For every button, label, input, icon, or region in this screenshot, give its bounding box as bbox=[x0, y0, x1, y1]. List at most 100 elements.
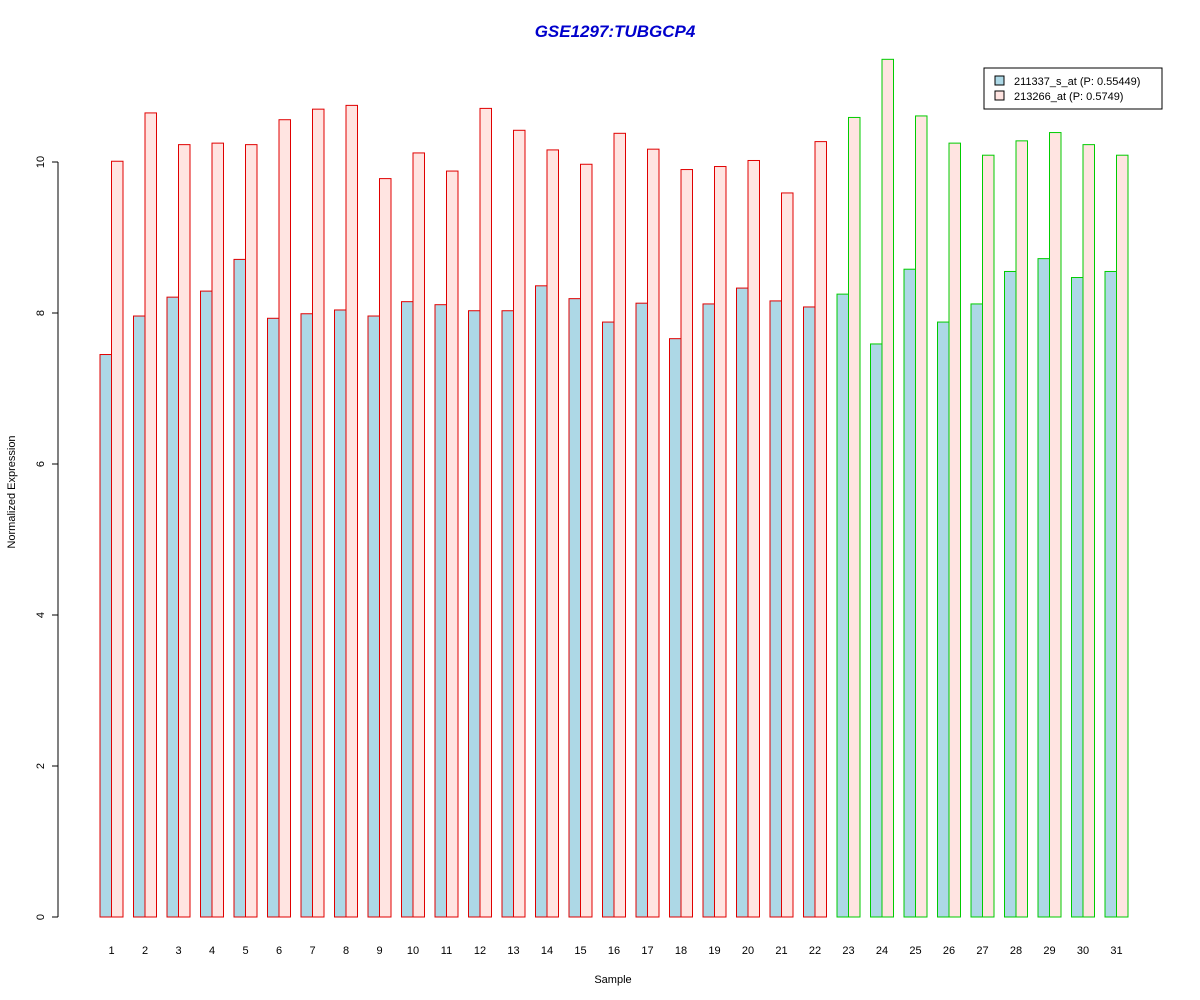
bar-sample-3-series-2 bbox=[178, 144, 191, 918]
bar-sample-1-series-2 bbox=[111, 160, 124, 918]
x-tick-label: 10 bbox=[407, 945, 419, 957]
x-tick-label: 21 bbox=[775, 945, 787, 957]
x-tick-label: 31 bbox=[1110, 945, 1122, 957]
bar-sample-13-series-1 bbox=[501, 310, 514, 918]
x-tick-label: 28 bbox=[1010, 945, 1022, 957]
x-tick-label: 16 bbox=[608, 945, 620, 957]
x-tick-label: 27 bbox=[976, 945, 988, 957]
bar-sample-21-series-1 bbox=[769, 300, 782, 918]
x-tick-label: 2 bbox=[142, 945, 148, 957]
legend-label-series-1: 211337_s_at (P: 0.55449) bbox=[1014, 76, 1140, 88]
bar-sample-4-series-1 bbox=[200, 290, 213, 918]
x-tick-label: 8 bbox=[343, 945, 349, 957]
bar-sample-11-series-2 bbox=[446, 170, 459, 918]
bar-sample-25-series-1 bbox=[903, 268, 916, 918]
x-tick-label: 11 bbox=[441, 945, 452, 957]
x-tick-label: 25 bbox=[909, 945, 921, 957]
bar-sample-2-series-2 bbox=[144, 112, 157, 918]
bar-sample-28-series-2 bbox=[1015, 140, 1028, 918]
x-tick-label: 23 bbox=[842, 945, 854, 957]
bar-sample-22-series-1 bbox=[803, 306, 816, 918]
bar-sample-31-series-1 bbox=[1104, 270, 1117, 918]
x-tick-label: 12 bbox=[474, 945, 486, 957]
legend-swatch-series-2 bbox=[994, 90, 1005, 101]
bar-sample-15-series-2 bbox=[580, 163, 593, 918]
bar-sample-6-series-2 bbox=[278, 119, 291, 918]
bar-sample-16-series-2 bbox=[613, 132, 626, 918]
bar-sample-24-series-2 bbox=[881, 58, 894, 918]
bar-sample-30-series-2 bbox=[1082, 144, 1095, 918]
bar-sample-14-series-2 bbox=[546, 149, 559, 918]
bar-sample-11-series-1 bbox=[434, 304, 447, 918]
y-tick-label: 10 bbox=[35, 156, 47, 168]
x-tick-label: 18 bbox=[675, 945, 687, 957]
x-tick-label: 17 bbox=[641, 945, 653, 957]
bar-sample-8-series-2 bbox=[345, 104, 358, 918]
bar-sample-2-series-1 bbox=[133, 315, 146, 918]
x-tick-label: 29 bbox=[1043, 945, 1055, 957]
bar-sample-6-series-1 bbox=[267, 317, 280, 918]
legend-label-series-2: 213266_at (P: 0.5749) bbox=[1014, 91, 1123, 103]
y-tick-label: 0 bbox=[35, 914, 47, 920]
bar-sample-7-series-2 bbox=[312, 108, 325, 918]
bar-sample-27-series-1 bbox=[970, 303, 983, 918]
bar-sample-25-series-2 bbox=[915, 115, 928, 918]
x-tick-label: 14 bbox=[541, 945, 553, 957]
bar-sample-28-series-1 bbox=[1004, 270, 1017, 918]
bar-sample-29-series-1 bbox=[1037, 258, 1050, 918]
bar-sample-26-series-2 bbox=[948, 142, 961, 918]
bar-sample-14-series-1 bbox=[535, 285, 548, 918]
y-axis: 0 2 4 6 8 10 bbox=[35, 156, 59, 920]
bar-sample-7-series-1 bbox=[300, 313, 313, 918]
bar-sample-24-series-1 bbox=[870, 343, 883, 918]
bar-sample-16-series-1 bbox=[602, 321, 615, 918]
bar-sample-29-series-2 bbox=[1049, 132, 1062, 918]
bar-sample-23-series-1 bbox=[836, 293, 849, 918]
bar-sample-4-series-2 bbox=[211, 142, 224, 918]
bar-sample-30-series-1 bbox=[1071, 277, 1084, 918]
bar-sample-17-series-2 bbox=[647, 148, 660, 918]
y-tick-label: 6 bbox=[35, 461, 47, 467]
y-tick-label: 2 bbox=[35, 763, 47, 769]
bar-sample-22-series-2 bbox=[814, 141, 827, 918]
x-tick-label: 5 bbox=[242, 945, 248, 957]
legend: 211337_s_at (P: 0.55449) 213266_at (P: 0… bbox=[983, 67, 1163, 110]
x-tick-label: 24 bbox=[876, 945, 888, 957]
bar-sample-9-series-1 bbox=[367, 315, 380, 918]
x-axis-label: Sample bbox=[594, 974, 631, 986]
bar-sample-10-series-1 bbox=[401, 301, 414, 918]
bar-sample-20-series-1 bbox=[736, 287, 749, 918]
x-tick-label: 9 bbox=[376, 945, 382, 957]
bar-sample-12-series-1 bbox=[468, 310, 481, 918]
x-tick-label: 30 bbox=[1077, 945, 1089, 957]
bar-group bbox=[99, 58, 1129, 918]
bar-sample-15-series-1 bbox=[568, 298, 581, 918]
x-tick-label: 13 bbox=[507, 945, 519, 957]
bar-sample-8-series-1 bbox=[334, 309, 347, 918]
bar-sample-20-series-2 bbox=[747, 159, 760, 918]
bar-sample-3-series-1 bbox=[166, 296, 179, 918]
y-tick-label: 4 bbox=[35, 612, 47, 618]
bar-sample-23-series-2 bbox=[848, 116, 861, 918]
bar-sample-18-series-2 bbox=[680, 169, 693, 918]
x-tick-label: 26 bbox=[943, 945, 955, 957]
x-tick-label: 1 bbox=[108, 945, 114, 957]
x-tick-label: 3 bbox=[175, 945, 181, 957]
bar-sample-27-series-2 bbox=[982, 154, 995, 918]
x-tick-label: 20 bbox=[742, 945, 754, 957]
x-tick-label: 4 bbox=[209, 945, 215, 957]
y-axis-label: Normalized Expression bbox=[6, 435, 18, 548]
legend-box bbox=[983, 67, 1163, 110]
legend-swatch-series-1 bbox=[994, 75, 1005, 86]
bar-sample-19-series-1 bbox=[702, 303, 715, 918]
bar-sample-18-series-1 bbox=[669, 338, 682, 918]
x-tick-labels: 1 2 3 4 5 6 7 8 9 10 11 12 13 14 15 16 17 18 19 20 21 22 23 24 2… bbox=[108, 945, 1122, 957]
y-tick-label: 8 bbox=[35, 310, 47, 316]
bar-sample-26-series-1 bbox=[937, 321, 950, 918]
bar-sample-19-series-2 bbox=[714, 166, 727, 918]
bar-sample-13-series-2 bbox=[513, 129, 526, 918]
bar-sample-31-series-2 bbox=[1116, 154, 1129, 918]
x-tick-label: 7 bbox=[309, 945, 315, 957]
bar-sample-12-series-2 bbox=[479, 107, 492, 918]
